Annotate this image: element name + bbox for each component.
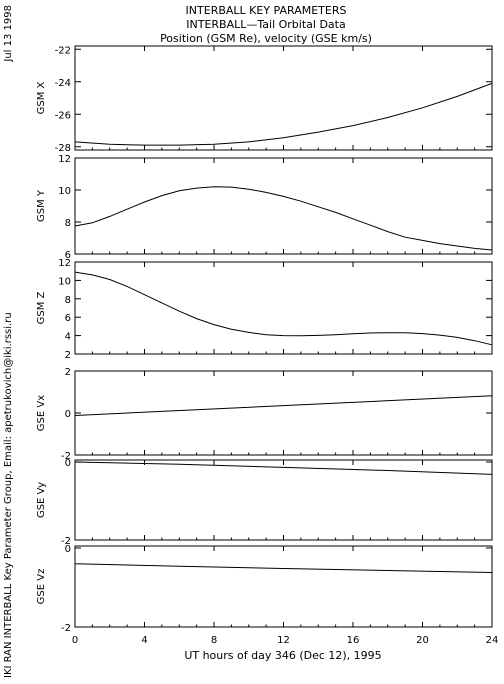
- panel-6: -2 0 GSE Vz: [36, 544, 493, 634]
- y-tick-label: 2: [65, 350, 71, 361]
- y-tick-label: -26: [55, 110, 71, 121]
- y-tick-label: -2: [61, 451, 71, 462]
- y-tick-label: 0: [65, 544, 71, 555]
- y-tick-label: 0: [65, 458, 71, 469]
- y-tick-label: -2: [61, 536, 71, 547]
- y-tick-label: 10: [58, 186, 71, 197]
- series-line: [74, 395, 493, 416]
- x-axis-label: UT hours of day 346 (Dec 12), 1995: [184, 649, 381, 662]
- date-stamp: Jul 13 1998: [3, 5, 14, 63]
- x-tick-label: 4: [141, 635, 147, 646]
- x-tick-label: 20: [416, 635, 429, 646]
- panel-3: 2 4 6 8 10 12 GSM Z: [36, 258, 493, 361]
- y-tick-label: 10: [58, 276, 71, 287]
- x-tick-label: 16: [347, 635, 360, 646]
- x-tick-label: 0: [72, 635, 78, 646]
- y-tick-label: -2: [61, 623, 71, 634]
- series-line: [74, 563, 493, 573]
- panel-1: -28 -26 -24 -22 GSM X: [36, 45, 493, 154]
- panel-ylabel: GSM X: [36, 81, 47, 114]
- credit-text: IKI RAN INTERBALL Key Parameter Group, E…: [3, 312, 14, 678]
- panel-4: -2 0 2 GSE Vx: [36, 367, 493, 462]
- series-line: [74, 82, 493, 146]
- series-line: [74, 186, 493, 251]
- y-tick-label: 6: [65, 313, 71, 324]
- y-tick-label: 12: [58, 154, 71, 165]
- y-tick-label: 4: [65, 332, 71, 343]
- y-tick-label: 8: [65, 295, 71, 306]
- x-tick-label: 12: [277, 635, 290, 646]
- y-tick-label: -22: [55, 45, 71, 56]
- chart-title-line3: Position (GSM Re), velocity (GSE km/s): [160, 32, 372, 45]
- panel-frame: [74, 157, 493, 255]
- chart-title-line2: INTERBALL—Tail Orbital Data: [186, 18, 345, 31]
- panel-ylabel: GSE Vy: [36, 482, 47, 518]
- x-tick-label: 24: [486, 635, 499, 646]
- y-tick-label: -24: [55, 78, 71, 89]
- series-line: [74, 461, 493, 475]
- panel-ylabel: GSM Z: [36, 291, 47, 324]
- chart-title-line1: INTERBALL KEY PARAMETERS: [186, 4, 347, 17]
- panel-frame: [74, 261, 493, 355]
- panel-2: 6 8 10 12 GSM Y: [36, 154, 493, 261]
- panel-frame: [74, 545, 493, 628]
- y-tick-label: 2: [65, 367, 71, 378]
- y-tick-label: 12: [58, 258, 71, 269]
- panel-ylabel: GSE Vx: [36, 395, 47, 431]
- panel-ylabel: GSM Y: [36, 189, 47, 222]
- series-line: [74, 271, 493, 346]
- panel-5: -2 0 GSE Vy: [36, 458, 493, 547]
- panel-frame: [74, 45, 493, 151]
- y-tick-label: 6: [65, 250, 71, 261]
- y-tick-label: -28: [55, 143, 71, 154]
- y-tick-label: 0: [65, 409, 71, 420]
- y-tick-label: 8: [65, 218, 71, 229]
- x-tick-label: 8: [211, 635, 217, 646]
- panel-ylabel: GSE Vz: [36, 569, 47, 605]
